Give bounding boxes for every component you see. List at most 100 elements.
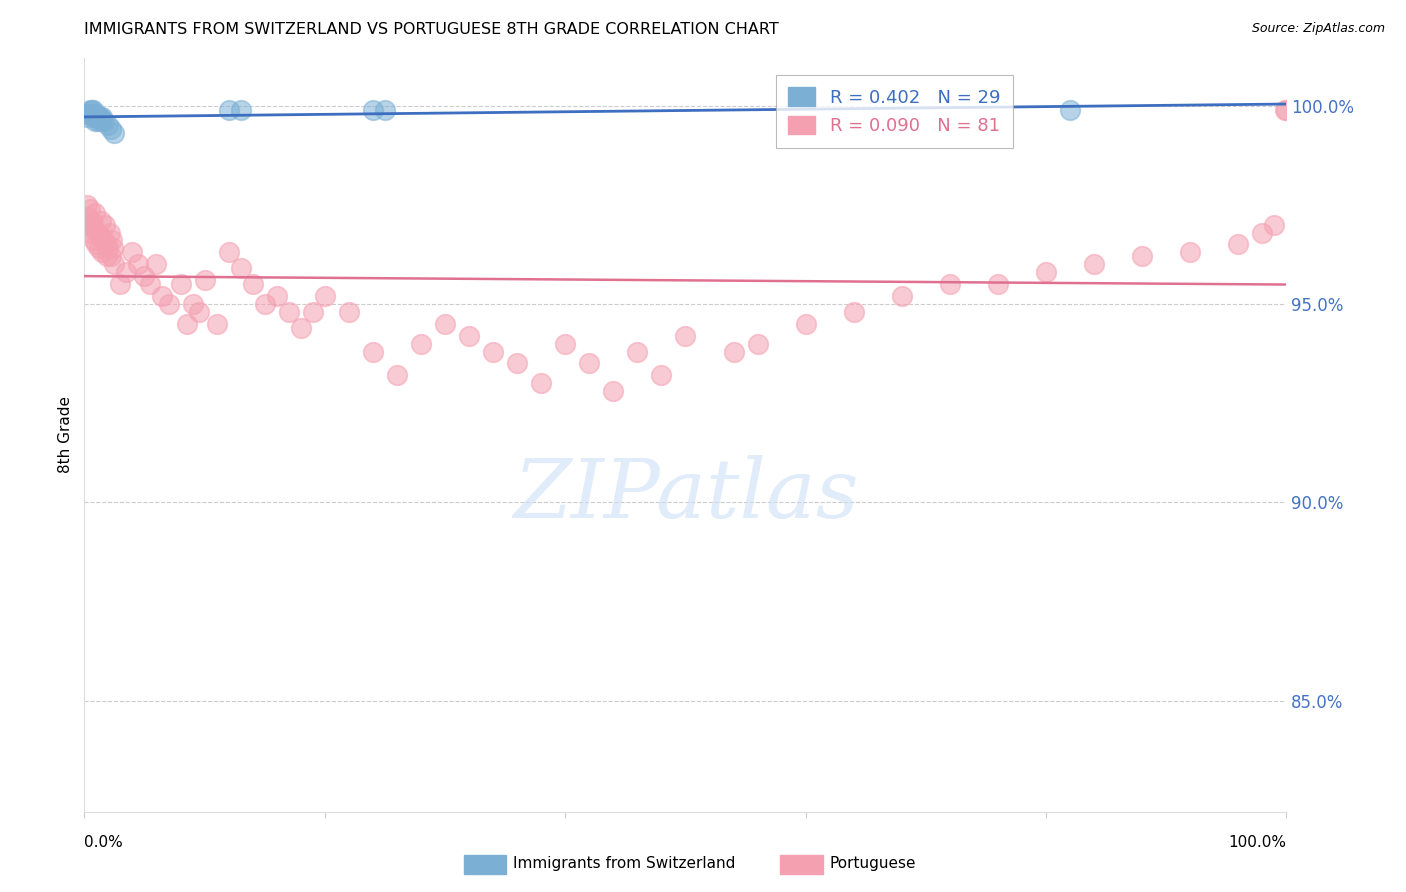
Point	[77, 106, 100, 120]
Point	[1274, 103, 1296, 117]
Point	[794, 317, 817, 331]
Point	[1059, 103, 1081, 117]
Point	[110, 277, 132, 292]
Point	[139, 277, 162, 292]
Point	[83, 106, 105, 120]
Point	[181, 297, 204, 311]
Point	[1180, 245, 1202, 260]
Point	[86, 114, 108, 128]
Point	[121, 245, 143, 260]
Text: Portuguese: Portuguese	[830, 856, 917, 871]
Point	[83, 111, 105, 125]
Point	[675, 328, 697, 343]
Point	[96, 249, 118, 263]
Point	[97, 119, 120, 133]
Point	[554, 336, 576, 351]
Point	[94, 218, 117, 232]
Point	[77, 218, 100, 232]
Point	[84, 205, 107, 219]
Point	[169, 277, 191, 292]
Point	[91, 111, 114, 125]
Point	[86, 237, 108, 252]
Point	[145, 257, 167, 271]
Point	[1083, 257, 1105, 271]
Point	[79, 103, 101, 117]
Point	[229, 103, 252, 117]
Point	[103, 127, 125, 141]
Point	[253, 297, 276, 311]
Point	[79, 226, 101, 240]
Legend: R = 0.402   N = 29, R = 0.090   N = 81: R = 0.402 N = 29, R = 0.090 N = 81	[776, 75, 1012, 147]
Point	[266, 289, 288, 303]
Point	[482, 344, 505, 359]
Point	[290, 320, 312, 334]
Point	[337, 305, 360, 319]
Point	[97, 241, 120, 255]
Point	[100, 249, 122, 263]
Point	[80, 106, 103, 120]
Point	[187, 305, 209, 319]
Point	[277, 305, 299, 319]
Point	[87, 111, 110, 125]
Point	[90, 114, 112, 128]
Point	[91, 245, 114, 260]
Point	[87, 241, 110, 255]
Point	[83, 221, 105, 235]
Point	[89, 111, 111, 125]
Point	[602, 384, 624, 399]
Point	[650, 368, 672, 383]
Point	[82, 218, 104, 232]
Point	[626, 344, 648, 359]
Point	[134, 269, 156, 284]
Point	[86, 111, 108, 125]
Point	[578, 356, 600, 370]
Point	[86, 106, 108, 120]
Point	[84, 114, 107, 128]
Point	[530, 376, 553, 391]
Point	[79, 202, 101, 216]
Point	[152, 289, 174, 303]
Point	[747, 336, 769, 351]
Point	[242, 277, 264, 292]
Point	[103, 241, 125, 255]
Point	[86, 226, 108, 240]
Point	[1227, 237, 1250, 252]
Point	[314, 289, 336, 303]
Point	[103, 257, 125, 271]
Point	[842, 305, 865, 319]
Point	[1251, 226, 1274, 240]
Point	[218, 245, 240, 260]
Point	[115, 265, 138, 279]
Point	[90, 213, 112, 227]
Text: Immigrants from Switzerland: Immigrants from Switzerland	[513, 856, 735, 871]
Point	[80, 213, 103, 227]
Point	[77, 106, 100, 120]
Text: Source: ZipAtlas.com: Source: ZipAtlas.com	[1251, 22, 1385, 36]
Point	[229, 261, 252, 276]
Point	[301, 305, 323, 319]
Point	[94, 237, 117, 252]
Point	[409, 336, 432, 351]
Point	[218, 103, 240, 117]
Point	[434, 317, 457, 331]
Text: ZIPatlas: ZIPatlas	[513, 455, 858, 535]
Point	[385, 368, 408, 383]
Point	[101, 234, 124, 248]
Point	[157, 297, 180, 311]
Point	[76, 198, 98, 212]
Point	[194, 273, 217, 287]
Point	[89, 229, 111, 244]
Point	[939, 277, 962, 292]
Point	[176, 317, 198, 331]
Point	[890, 289, 912, 303]
Point	[93, 114, 115, 128]
Point	[458, 328, 481, 343]
Point	[361, 103, 384, 117]
Point	[127, 257, 149, 271]
Point	[83, 234, 105, 248]
Point	[1275, 103, 1298, 117]
Point	[1130, 249, 1153, 263]
Point	[82, 103, 104, 117]
Point	[723, 344, 745, 359]
Point	[77, 210, 100, 224]
